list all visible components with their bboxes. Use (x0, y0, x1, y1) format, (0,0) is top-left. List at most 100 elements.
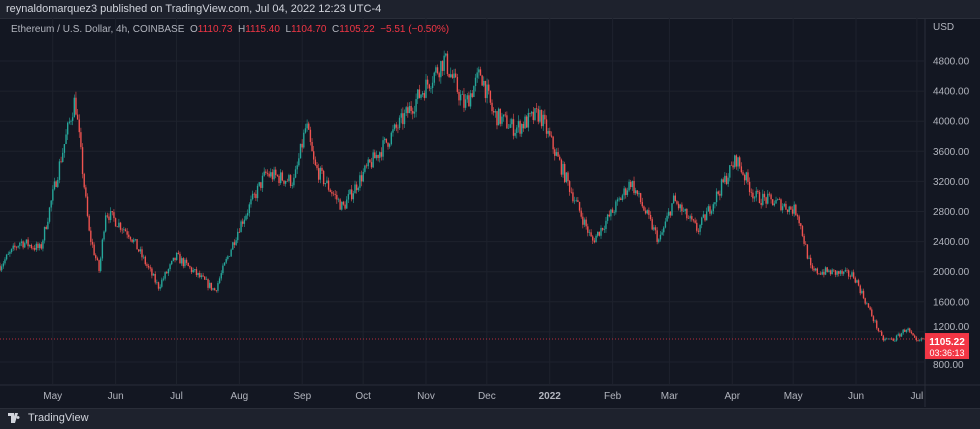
candle-body (360, 175, 363, 182)
candle-body (742, 172, 744, 175)
candle-body (217, 283, 219, 291)
candle-body (849, 276, 852, 278)
candle-body (847, 270, 850, 277)
candle-body (166, 272, 168, 274)
candle-body (149, 267, 151, 269)
candle-body (597, 231, 599, 236)
candle-body (321, 167, 323, 171)
candle-body (154, 273, 156, 283)
candle-body (314, 159, 317, 165)
candle-body (892, 338, 894, 341)
candle-body (719, 193, 721, 196)
candle-body (659, 234, 662, 240)
currency-label: USD (933, 22, 954, 33)
candle-body (758, 192, 761, 204)
candle-body (738, 157, 741, 167)
candle-body (704, 214, 706, 221)
candle-body (512, 119, 515, 136)
candle-body (4, 259, 6, 264)
candle-body (874, 320, 876, 322)
candle-body (113, 212, 115, 219)
candle-body (539, 109, 541, 122)
candle-body (441, 61, 444, 71)
candle-body (347, 194, 350, 200)
candle-body (35, 243, 38, 250)
candle-body (496, 111, 498, 126)
candle-body (565, 172, 568, 183)
candle-body (497, 108, 500, 126)
candle-body (697, 230, 700, 232)
candle-body (195, 269, 198, 276)
candle-body (783, 203, 785, 207)
candle-body (199, 272, 201, 278)
candle-body (499, 108, 501, 124)
x-tick-label: May (784, 391, 803, 402)
candle-body (587, 226, 589, 233)
candle-body (413, 111, 416, 114)
candle-body (308, 123, 310, 130)
candle-body (111, 211, 113, 213)
candle-body (836, 271, 838, 275)
low-value: 1104.70 (291, 24, 327, 35)
candle-body (88, 215, 90, 231)
candle-body (380, 152, 383, 157)
candle-body (696, 222, 698, 231)
candle-body (664, 221, 667, 228)
chart-frame[interactable] (0, 18, 980, 409)
candle-body (78, 119, 80, 133)
y-tick-label: 1200.00 (933, 322, 970, 333)
candle-body (674, 195, 677, 202)
candle-body (588, 232, 591, 233)
candle-body (861, 290, 863, 294)
candle-body (20, 241, 23, 243)
candle-body (458, 91, 460, 101)
candle-body (852, 272, 855, 278)
candle-body (740, 166, 743, 173)
candle-body (38, 244, 41, 248)
candle-body (352, 193, 355, 200)
candle-body (14, 245, 16, 248)
candle-body (552, 136, 554, 150)
candle-body (207, 279, 209, 288)
candle-body (605, 220, 607, 230)
candle-body (897, 334, 899, 336)
candle-body (828, 270, 830, 272)
candle-body (694, 220, 696, 223)
tradingview-logo-icon (8, 413, 20, 423)
candle-body (27, 239, 29, 247)
candle-body (473, 86, 475, 97)
candle-body (677, 203, 680, 209)
candle-body (311, 142, 313, 152)
candle-body (535, 108, 538, 109)
candle-body (608, 214, 610, 217)
candle-body (491, 102, 493, 112)
candle-body (839, 270, 842, 274)
candle-body (83, 173, 85, 188)
candle-body (910, 331, 913, 334)
candle-body (534, 108, 536, 121)
candle-body (727, 177, 729, 185)
candle-body (521, 124, 523, 134)
candle-body (7, 253, 9, 255)
x-tick-label: Jul (910, 391, 923, 402)
candle-body (66, 122, 69, 135)
candle-body (251, 193, 254, 200)
candle-body (806, 244, 809, 259)
price-chart[interactable]: USD 800.00 1200.00 1600.00 2000.00 2400.00 280… (0, 0, 980, 407)
candle-body (501, 116, 503, 124)
candle-body (303, 132, 305, 148)
candle-body (291, 185, 293, 186)
candle-body (327, 180, 330, 190)
candle-body (93, 244, 95, 256)
candle-body (355, 184, 358, 191)
candle-body (146, 264, 148, 266)
candle-body (582, 216, 584, 225)
candle-body (618, 198, 620, 200)
candle-body (707, 206, 710, 212)
candle-body (684, 208, 686, 211)
candle-body (816, 268, 819, 274)
candle-body (748, 181, 751, 193)
candle-body (126, 231, 128, 235)
candle-body (104, 215, 107, 232)
candle-body (894, 340, 896, 342)
